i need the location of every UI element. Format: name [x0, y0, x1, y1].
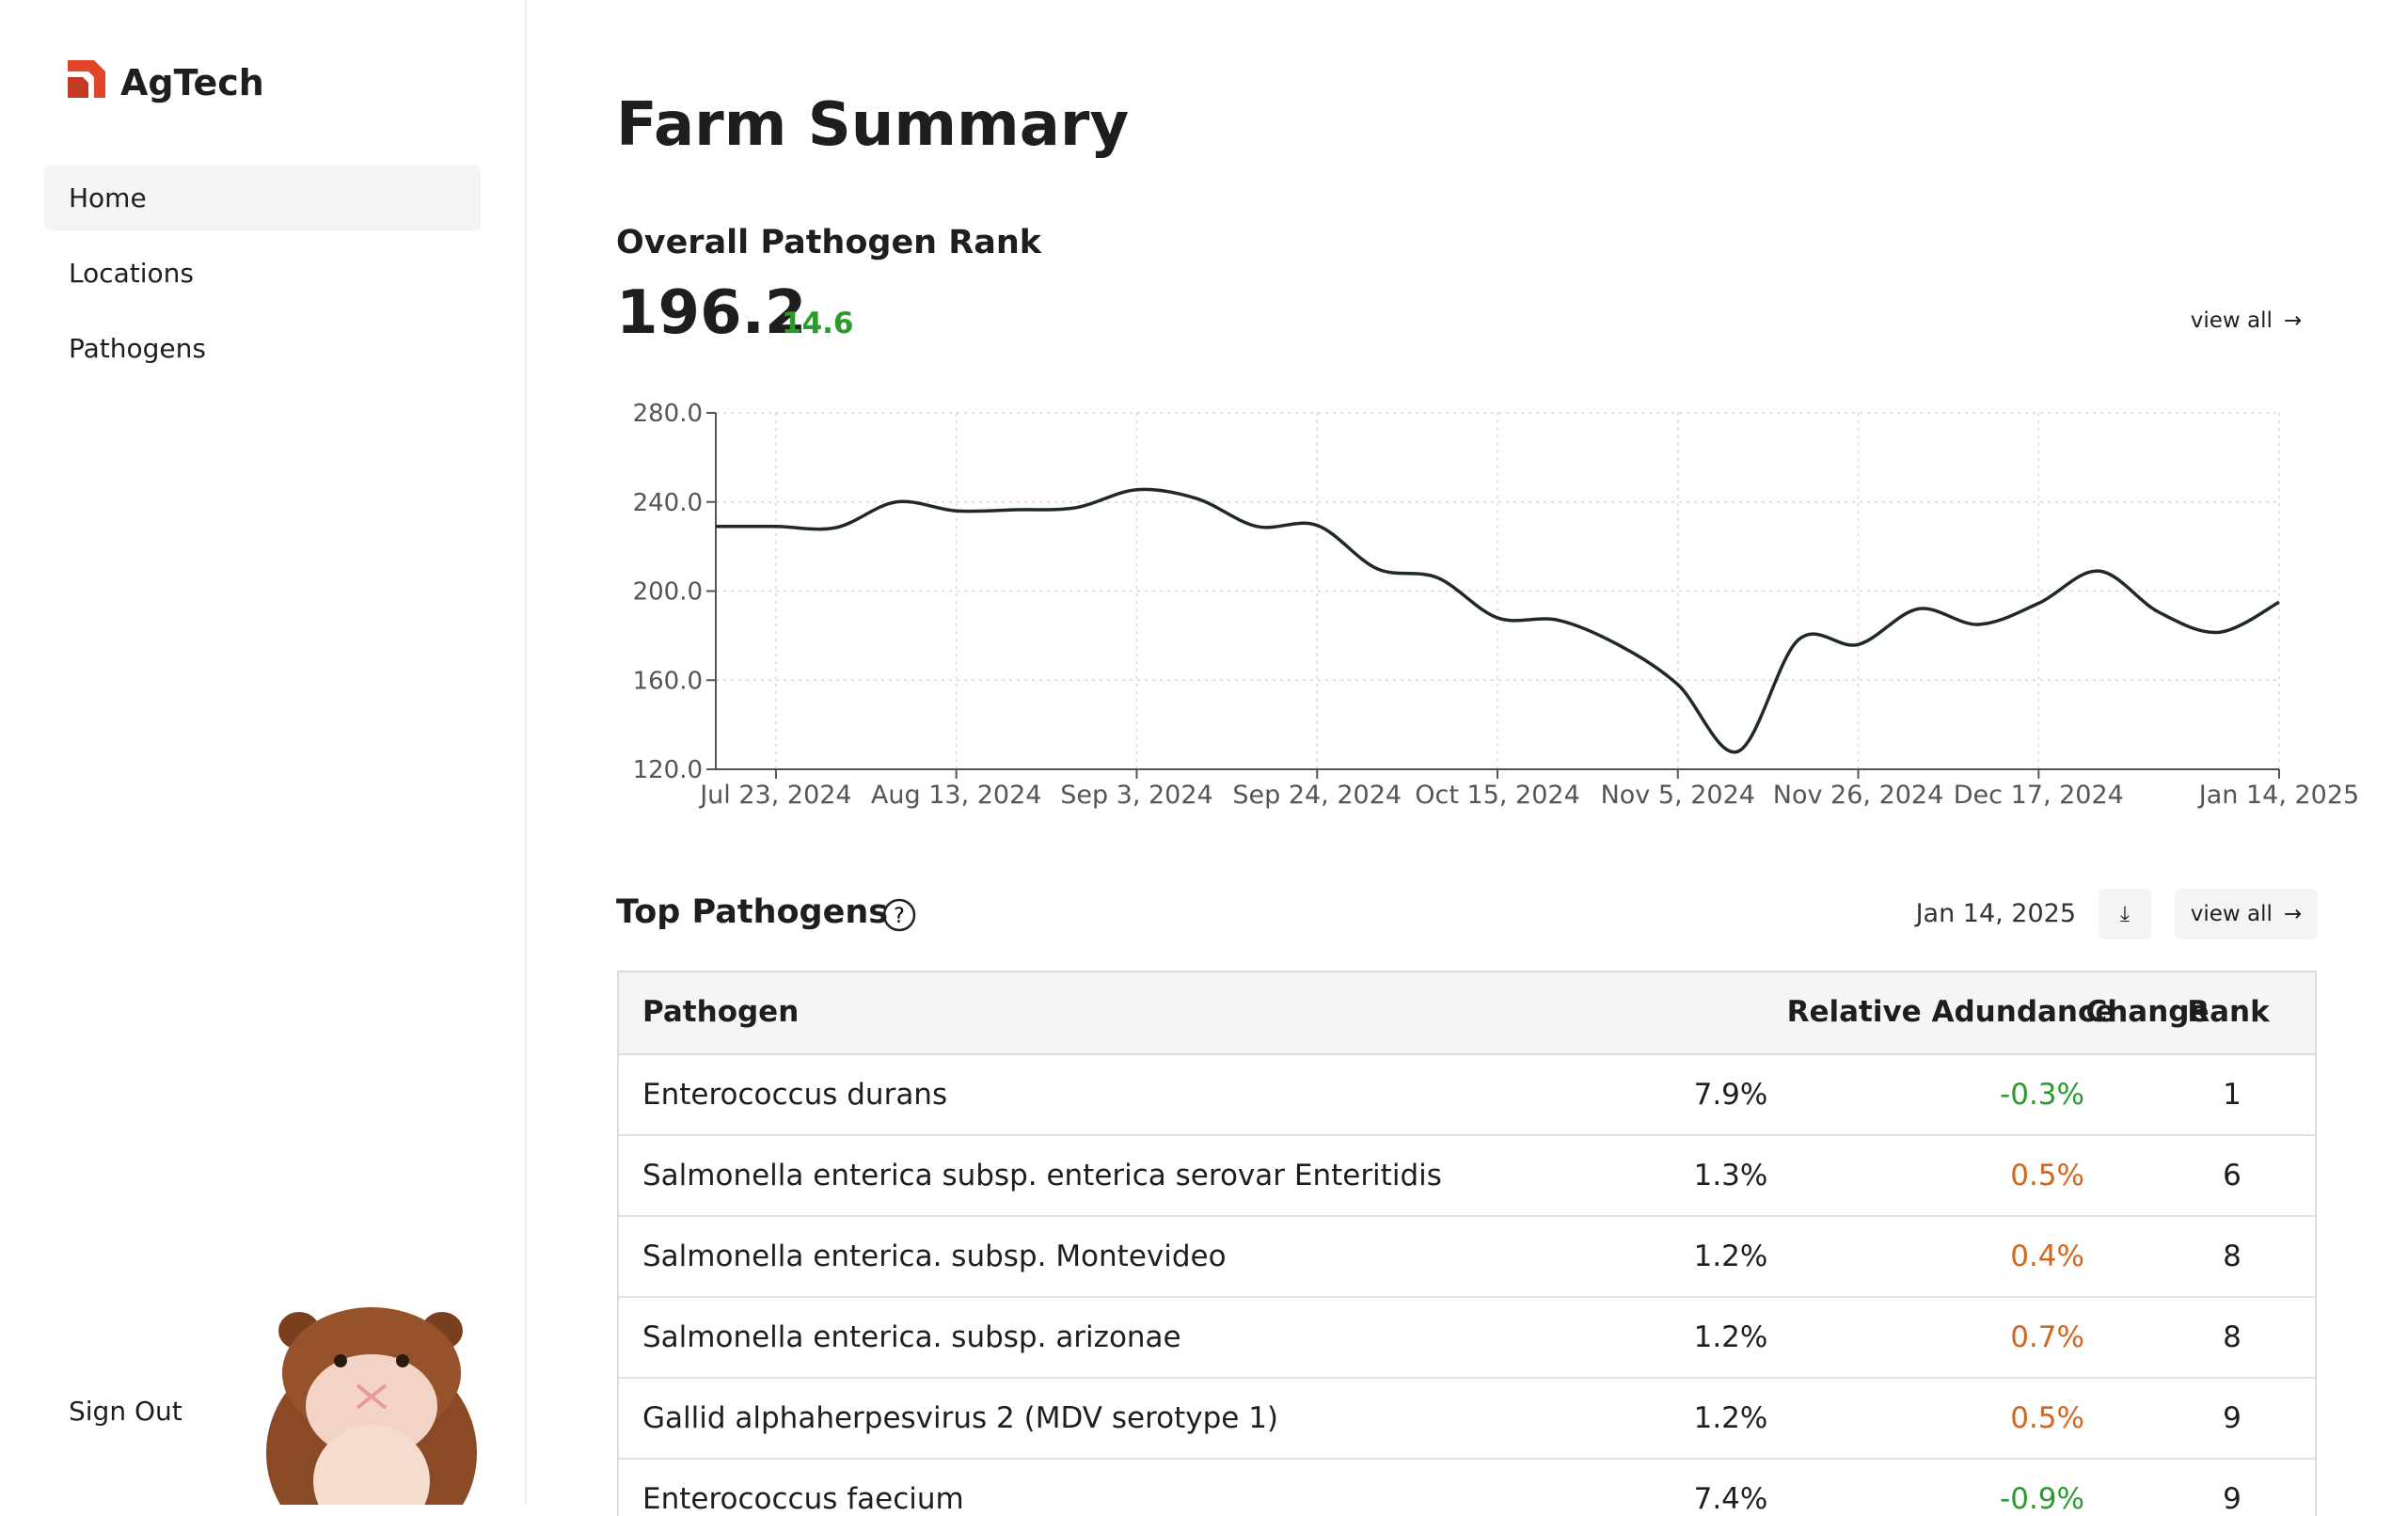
table-cell: Salmonella enterica. subsp. Montevideo: [642, 1240, 1227, 1273]
row-divider: [619, 1215, 2315, 1217]
arrow: →: [2283, 902, 2303, 926]
mascot: [266, 1307, 477, 1505]
svg-text:?: ?: [894, 905, 905, 928]
table-cell: 8: [2223, 1240, 2242, 1273]
y-tick-label: 240.0: [633, 489, 703, 517]
link-text: view all: [2190, 902, 2273, 926]
link-text: view all: [2190, 308, 2273, 333]
table-cell: 1: [2223, 1078, 2242, 1112]
page-title: Farm Summary: [616, 90, 1130, 160]
nav-item[interactable]: Locations: [69, 258, 195, 289]
line-series: [715, 487, 2280, 754]
y-tick-label: 200.0: [633, 578, 703, 607]
table-cell: -0.9%: [2000, 1482, 2084, 1516]
x-tick-label: Jan 14, 2025: [2197, 781, 2359, 810]
x-tick-label: Sep 24, 2024: [1232, 781, 1402, 810]
table-cell: 9: [2223, 1401, 2242, 1435]
rank-value: 196.2: [616, 278, 807, 348]
x-tick-label: Nov 5, 2024: [1601, 781, 1755, 810]
table-cell: 1.2%: [1693, 1240, 1768, 1273]
x-tick-label: Nov 26, 2024: [1773, 781, 1944, 810]
table-cell: 0.5%: [2010, 1401, 2084, 1435]
x-tick-label: Oct 15, 2024: [1415, 781, 1580, 810]
table-cell: 8: [2223, 1320, 2242, 1354]
row-divider: [619, 1458, 2315, 1460]
table-cell: 6: [2223, 1159, 2242, 1192]
table-cell: Gallid alphaherpesvirus 2 (MDV serotype …: [642, 1401, 1279, 1435]
row-divider: [619, 1296, 2315, 1298]
nav-item[interactable]: Pathogens: [69, 333, 206, 364]
table-cell: Enterococcus durans: [642, 1078, 948, 1112]
row-divider: [619, 1134, 2315, 1136]
table-cell: Salmonella enterica. subsp. arizonae: [642, 1320, 1181, 1354]
line-chart: 120.0 160.0 200.0 240.0 280.0 Jul 23, 2024 Aug…: [633, 400, 2360, 810]
table-cell: 1.2%: [1693, 1320, 1768, 1354]
table-cell: Rank: [2187, 995, 2270, 1029]
nav-item[interactable]: Home: [44, 166, 481, 230]
view-all-link[interactable]: view all →: [2180, 301, 2312, 340]
y-tick-label: 280.0: [633, 400, 703, 428]
table-cell: Pathogen: [642, 995, 800, 1029]
table-cell: 0.7%: [2010, 1320, 2084, 1354]
x-tick-label: Dec 17, 2024: [1954, 781, 2124, 810]
section-title: Overall Pathogen Rank: [616, 224, 1042, 261]
table-cell: 0.5%: [2010, 1159, 2084, 1192]
rank-change: 14.6: [782, 307, 854, 340]
brand: AgTech: [120, 62, 264, 103]
x-tick-label: Jul 23, 2024: [698, 781, 851, 810]
y-tick-label: 120.0: [633, 756, 703, 784]
logo-icon: [68, 60, 105, 98]
help-icon[interactable]: ?: [881, 897, 917, 933]
table-cell: 1.2%: [1693, 1401, 1768, 1435]
table-cell: Change: [2085, 995, 2210, 1029]
table-cell: Salmonella enterica subsp. enterica sero…: [642, 1159, 1442, 1192]
arrow: →: [2283, 308, 2303, 333]
download-button[interactable]: ⤓: [2099, 889, 2151, 940]
table-cell: Enterococcus faecium: [642, 1482, 964, 1516]
table-header: [619, 972, 2315, 1055]
sidebar: AgTech Home Locations Pathogens Sign Out: [0, 0, 527, 1505]
table-cell: 0.4%: [2010, 1240, 2084, 1273]
section-title: Top Pathogens: [616, 893, 889, 931]
table-cell: -0.3%: [2000, 1078, 2084, 1112]
x-tick-label: Aug 13, 2024: [871, 781, 1042, 810]
table-date: Jan 14, 2025: [1915, 899, 2076, 928]
pathogen-table: Pathogen Relative Adundance Change Rank Ente…: [617, 971, 2317, 1516]
x-tick-label: Sep 3, 2024: [1060, 781, 1213, 810]
table-cell: 7.9%: [1693, 1078, 1768, 1112]
table-cell: Relative Adundance: [1786, 995, 2115, 1029]
table-cell: 9: [2223, 1482, 2242, 1516]
y-tick-label: 160.0: [633, 667, 703, 695]
row-divider: [619, 1377, 2315, 1379]
table-cell: 1.3%: [1693, 1159, 1768, 1192]
view-all-button[interactable]: view all →: [2175, 889, 2318, 940]
sign-out[interactable]: Sign Out: [69, 1396, 182, 1427]
